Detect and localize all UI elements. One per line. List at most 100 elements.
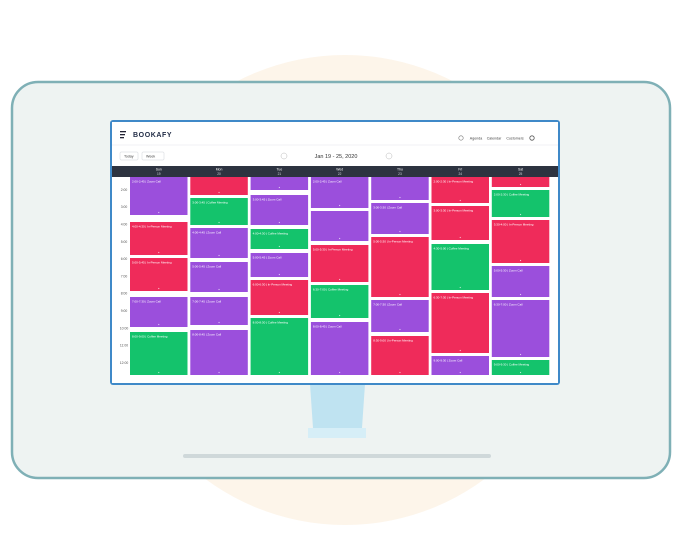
event-block[interactable] bbox=[130, 332, 188, 375]
day-name: Wed bbox=[336, 167, 343, 171]
event-block[interactable] bbox=[190, 262, 248, 292]
day-header-bar bbox=[112, 166, 558, 177]
event-dot bbox=[339, 204, 341, 207]
event-label: 9:00-9:30 | Coffee Meeting bbox=[494, 362, 530, 366]
time-label: 12:00 bbox=[120, 361, 129, 365]
event-block[interactable] bbox=[310, 322, 369, 375]
monitor-base bbox=[183, 454, 491, 458]
toolbar-button-label: Week bbox=[146, 154, 155, 158]
day-date: 23 bbox=[398, 172, 402, 176]
event-block[interactable] bbox=[371, 177, 429, 200]
day-date: 21 bbox=[278, 172, 282, 176]
event-dot bbox=[218, 288, 220, 291]
event-block[interactable] bbox=[491, 266, 550, 297]
event-block[interactable] bbox=[371, 336, 429, 375]
monitor-neck bbox=[310, 384, 365, 428]
event-dot bbox=[459, 236, 461, 239]
event-label: 4:00-4:30 | Coffee Meeting bbox=[253, 231, 289, 235]
event-dot bbox=[519, 213, 522, 216]
time-label: 9:00 bbox=[121, 309, 128, 313]
nav-link[interactable]: Customers bbox=[506, 136, 524, 140]
event-block[interactable] bbox=[190, 198, 248, 225]
event-dot bbox=[399, 196, 401, 199]
day-name: Sun bbox=[156, 167, 162, 171]
event-label: 3:00-3:45 | Coffee Meeting bbox=[192, 200, 228, 204]
event-dot bbox=[459, 371, 461, 374]
time-label: 10:00 bbox=[120, 326, 129, 330]
event-label: 6:30-7:00 | Coffee Meeting bbox=[313, 287, 349, 291]
nav-link[interactable]: Calendar bbox=[487, 136, 502, 140]
event-dot bbox=[218, 321, 220, 324]
event-block[interactable] bbox=[130, 222, 188, 255]
event-dot bbox=[459, 199, 461, 202]
event-block[interactable] bbox=[190, 177, 248, 195]
event-dot bbox=[278, 245, 280, 248]
event-block[interactable] bbox=[190, 330, 248, 375]
event-block[interactable] bbox=[250, 195, 309, 225]
event-dot bbox=[339, 314, 341, 317]
event-block[interactable] bbox=[431, 206, 490, 240]
event-dot bbox=[399, 371, 401, 374]
event-dot bbox=[278, 273, 280, 276]
event-block[interactable] bbox=[310, 211, 369, 241]
event-dot bbox=[519, 353, 522, 356]
event-label: 3:00-3:45 | Zoom Call bbox=[253, 197, 282, 201]
event-block[interactable] bbox=[431, 293, 490, 353]
day-name: Sat bbox=[518, 167, 523, 171]
top-bar bbox=[112, 122, 558, 145]
settings-icon[interactable] bbox=[529, 135, 535, 141]
event-dot bbox=[158, 323, 160, 326]
event-dot bbox=[339, 278, 341, 281]
event-block[interactable] bbox=[130, 258, 188, 291]
day-date: 22 bbox=[338, 172, 342, 176]
event-block[interactable] bbox=[250, 229, 309, 249]
event-block[interactable] bbox=[491, 190, 550, 217]
event-block[interactable] bbox=[491, 220, 550, 263]
event-label: 8:30-9:00 | In-Person Meeting bbox=[373, 338, 413, 342]
event-block[interactable] bbox=[190, 228, 248, 258]
event-block[interactable] bbox=[371, 300, 429, 332]
event-label: 6:30-7:30 | In-Person Meeting bbox=[434, 295, 474, 299]
event-label: 9:00-9:30 | Zoom Call bbox=[434, 358, 463, 362]
event-block[interactable] bbox=[431, 244, 490, 290]
day-name: Thu bbox=[397, 167, 403, 171]
event-label: 7:00-7:45 | Zoom Call bbox=[192, 299, 221, 303]
event-block[interactable] bbox=[491, 177, 550, 187]
event-block[interactable] bbox=[130, 297, 188, 327]
event-block[interactable] bbox=[310, 245, 369, 282]
event-dot bbox=[339, 237, 341, 240]
app: Agenda Calendar Customers Today Week 2:00 3:00… bbox=[119, 136, 550, 375]
day-date: 25 bbox=[519, 172, 523, 176]
event-block[interactable] bbox=[371, 203, 429, 234]
toolbar-button[interactable] bbox=[119, 151, 139, 161]
time-label: 8:00 bbox=[121, 292, 128, 296]
event-dot bbox=[218, 371, 220, 374]
event-block[interactable] bbox=[371, 237, 429, 297]
event-dot bbox=[278, 186, 280, 189]
event-dot bbox=[158, 211, 160, 214]
event-block[interactable] bbox=[491, 360, 550, 375]
event-block[interactable] bbox=[491, 300, 550, 357]
nav-link[interactable]: Agenda bbox=[470, 136, 482, 140]
event-dot bbox=[399, 328, 401, 331]
toolbar-button[interactable] bbox=[141, 151, 165, 161]
event-block[interactable] bbox=[250, 177, 309, 190]
event-label: 8:00-8:30 | Coffee Meeting bbox=[253, 320, 289, 324]
event-block[interactable] bbox=[250, 253, 309, 277]
event-block[interactable] bbox=[250, 318, 309, 375]
time-label: 5:00 bbox=[121, 240, 128, 244]
event-block[interactable] bbox=[310, 285, 369, 318]
event-label: 2:00-2:30 | In-Person Meeting bbox=[434, 179, 474, 183]
event-block[interactable] bbox=[190, 297, 248, 325]
prev-button[interactable] bbox=[280, 152, 288, 160]
event-label: 5:00-5:30 | In-Person Meeting bbox=[313, 247, 353, 251]
next-button[interactable] bbox=[385, 152, 393, 160]
event-block[interactable] bbox=[310, 177, 369, 208]
event-block[interactable] bbox=[431, 356, 490, 375]
event-block[interactable] bbox=[431, 177, 490, 203]
event-dot bbox=[519, 183, 522, 186]
logo: BOOKAFY bbox=[133, 132, 172, 139]
event-block[interactable] bbox=[250, 280, 309, 315]
event-block[interactable] bbox=[130, 177, 188, 215]
event-label: 4:00-4:45 | Zoom Call bbox=[192, 230, 221, 234]
